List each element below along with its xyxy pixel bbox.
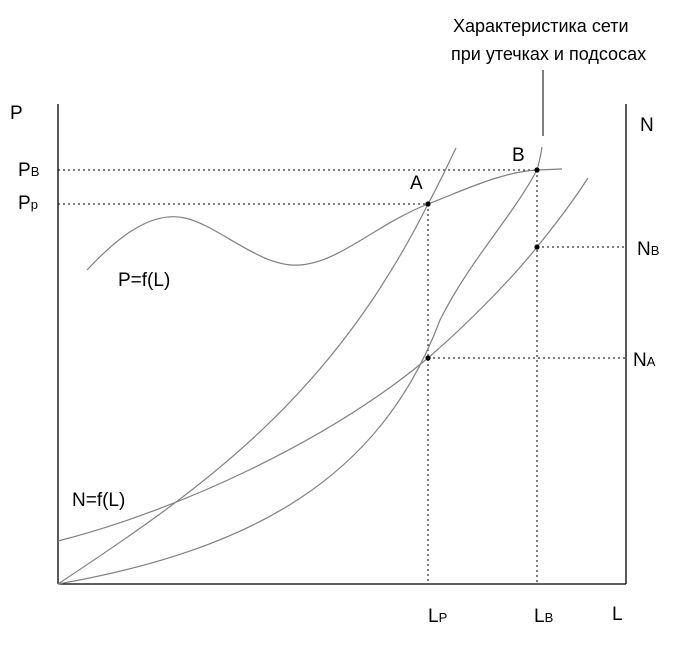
- lp-tick-label: LP: [428, 606, 447, 627]
- pb-main: P: [18, 160, 31, 181]
- pb-tick-label: PB: [18, 160, 39, 181]
- na-tick-label: NA: [633, 350, 656, 371]
- points: [425, 167, 540, 361]
- pressure-curve-label: P=f(L): [118, 270, 170, 291]
- pressure-curve: [86, 168, 563, 271]
- axes: [57, 104, 627, 585]
- curves: [57, 70, 589, 585]
- na-main: N: [633, 350, 647, 371]
- left-axis-label: P: [10, 103, 23, 124]
- lb-tick-label: LB: [534, 606, 553, 627]
- nb-sub: B: [651, 243, 660, 258]
- bottom-axis-label: L: [612, 604, 623, 625]
- point-nb: [534, 244, 540, 250]
- point-na: [425, 355, 431, 361]
- network-curve-steep: [57, 147, 457, 585]
- lb-sub: B: [545, 610, 554, 625]
- annotation-line-1: Характеристика сети: [453, 16, 629, 36]
- power-curve-label: N=f(L): [72, 490, 125, 511]
- pp-tick-label: Pp: [18, 193, 38, 214]
- pb-sub: B: [31, 164, 40, 179]
- point-b-label: B: [512, 145, 525, 166]
- lb-main: L: [534, 606, 545, 627]
- nb-tick-label: NB: [637, 239, 659, 260]
- point-a: [425, 201, 431, 207]
- pp-main: P: [18, 193, 31, 214]
- lp-main: L: [428, 606, 439, 627]
- lp-sub: P: [439, 610, 448, 625]
- na-sub: A: [647, 354, 656, 369]
- point-b: [534, 167, 540, 173]
- point-a-label: A: [410, 173, 423, 194]
- nb-main: N: [637, 239, 651, 260]
- annotation-line-2: при утечках и подсосах: [451, 44, 646, 64]
- guide-lines: [58, 169, 626, 584]
- pp-sub: p: [31, 197, 38, 212]
- power-curve: [57, 177, 589, 542]
- network-curve-leakage: [57, 146, 543, 585]
- right-axis-label: N: [640, 115, 654, 136]
